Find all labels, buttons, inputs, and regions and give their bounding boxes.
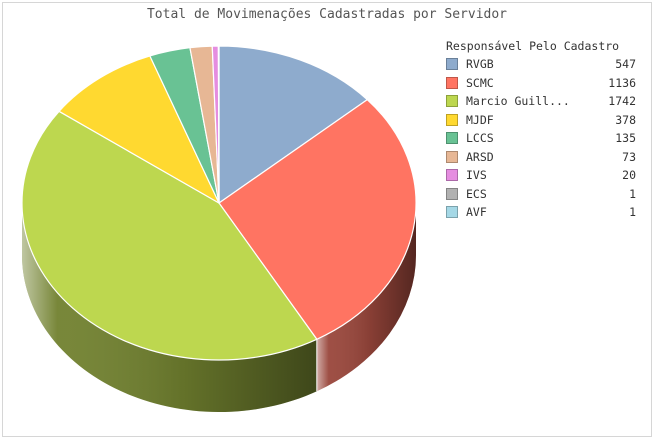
legend-value: 73 [622, 149, 636, 164]
pie-slice-mjdf[interactable] [58, 55, 220, 204]
legend-swatch [446, 187, 458, 200]
legend-value: 1742 [608, 94, 636, 108]
chart-title: Total de Movimenações Cadastradas por Se… [146, 7, 508, 22]
legend-item[interactable]: ARSD 73 [446, 148, 646, 167]
legend-item[interactable]: LCCS 135 [446, 129, 646, 148]
pie-side-shade-2 [22, 203, 317, 412]
legend-item[interactable]: Marcio Guill... 1742 [446, 92, 646, 111]
legend-value: 1136 [608, 75, 636, 90]
legend-value: 135 [615, 131, 636, 145]
legend-label: SCMC [466, 75, 494, 90]
legend-title: Responsável Pelo Cadastro [446, 39, 620, 53]
legend-item[interactable]: IVS 20 [446, 166, 646, 185]
legend-item[interactable]: MJDF 378 [446, 111, 646, 130]
legend-swatch [446, 206, 458, 218]
pie-slice-marcio-guill[interactable] [21, 110, 318, 361]
legend-value: 1 [629, 205, 636, 219]
legend-swatch [446, 150, 458, 163]
legend-rows: RVGB 547 SCMC 1136 Marcio Guill... 1742 MJDF 37… [446, 55, 646, 222]
legend: Responsável Pelo Cadastro RVGB 547 SCMC 113… [446, 38, 646, 222]
legend-item[interactable]: AVF 1 [446, 203, 646, 222]
legend-label: RVGB [466, 57, 494, 71]
legend-swatch [446, 132, 458, 144]
legend-item[interactable]: SCMC 1136 [446, 74, 646, 93]
legend-label: IVS [466, 168, 487, 182]
legend-label: AVF [466, 205, 487, 219]
legend-label: LCCS [466, 131, 494, 145]
legend-swatch [446, 95, 458, 107]
legend-label: ECS [466, 186, 487, 201]
pie-sides [22, 203, 416, 412]
legend-value: 1 [629, 186, 636, 201]
pie-top [21, 45, 417, 361]
legend-swatch [446, 76, 458, 89]
legend-value: 20 [622, 168, 636, 182]
legend-swatch [446, 113, 458, 126]
legend-value: 547 [615, 57, 636, 71]
pie-slice-scmc[interactable] [218, 99, 417, 340]
pie-slice-rvgb[interactable] [218, 45, 368, 204]
legend-swatch [446, 169, 458, 181]
legend-value: 378 [615, 112, 636, 127]
legend-item[interactable]: ECS 1 [446, 185, 646, 204]
legend-label: ARSD [466, 149, 494, 164]
legend-swatch [446, 58, 458, 70]
pie-side-shade-1 [316, 203, 416, 392]
legend-label: Marcio Guill... [466, 94, 570, 108]
legend-label: MJDF [466, 112, 494, 127]
legend-item[interactable]: RVGB 547 [446, 55, 646, 74]
